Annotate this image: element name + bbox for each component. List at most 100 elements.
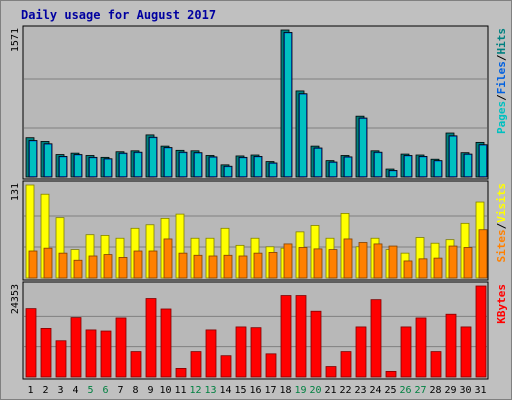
x-axis-day-label: 23 — [354, 385, 366, 396]
bar-sites — [103, 254, 113, 279]
bar-pages — [315, 148, 321, 176]
bar-sites — [223, 254, 233, 279]
bar-kbytes — [190, 351, 202, 378]
x-axis-day-label: 9 — [147, 385, 153, 396]
bar-kbytes — [400, 326, 412, 378]
x-axis-day-label: 20 — [309, 385, 321, 396]
legend-item: / — [495, 94, 508, 101]
x-axis-day-label: 7 — [117, 385, 123, 396]
bar-pages — [270, 163, 276, 176]
x-axis-day-label: 17 — [264, 385, 276, 396]
bar-pages — [330, 163, 336, 176]
chart-title: Daily usage for August 2017 — [21, 8, 216, 22]
legend-item: / — [495, 54, 508, 61]
bar-sites — [328, 249, 338, 279]
bar-kbytes — [160, 308, 172, 378]
bar-pages — [120, 154, 126, 176]
x-axis-day-label: 22 — [339, 385, 351, 396]
bar-sites — [193, 254, 203, 279]
bar-pages — [465, 155, 471, 176]
x-axis-day-label: 18 — [279, 385, 291, 396]
x-axis-day-label: 21 — [324, 385, 336, 396]
x-axis-day-label: 3 — [57, 385, 63, 396]
legend-item: KBytes — [495, 284, 508, 324]
bar-pages — [240, 158, 246, 176]
x-axis-day-label: 28 — [429, 385, 441, 396]
y-axis-max-label: 1571 — [10, 28, 21, 52]
x-axis-day-label: 31 — [474, 385, 486, 396]
bar-sites — [28, 250, 38, 279]
x-axis-day-label: 29 — [444, 385, 456, 396]
bar-kbytes — [385, 370, 397, 378]
x-axis-day-label: 16 — [249, 385, 261, 396]
bar-kbytes — [175, 368, 187, 378]
bar-kbytes — [355, 326, 367, 378]
bar-pages — [90, 158, 96, 176]
bar-kbytes — [235, 326, 247, 378]
x-axis-day-label: 4 — [72, 385, 78, 396]
legend-bottom: KBytes — [495, 284, 508, 324]
bar-pages — [30, 141, 36, 176]
bar-sites — [373, 243, 383, 279]
x-axis-day-label: 8 — [132, 385, 138, 396]
bar-kbytes — [475, 285, 487, 378]
y-axis-max-label: 131 — [10, 183, 21, 201]
bar-pages — [450, 136, 456, 176]
bar-sites — [463, 247, 473, 279]
bar-sites — [43, 247, 53, 279]
bar-kbytes — [280, 295, 292, 378]
bar-pages — [405, 156, 411, 176]
bar-kbytes — [40, 328, 52, 378]
bar-pages — [105, 159, 111, 176]
x-axis-day-label: 14 — [219, 385, 231, 396]
bar-kbytes — [220, 355, 232, 378]
bar-pages — [420, 157, 426, 176]
bar-pages — [75, 155, 81, 176]
x-axis-day-label: 30 — [459, 385, 471, 396]
bar-kbytes — [415, 317, 427, 378]
bar-pages — [360, 119, 366, 176]
bar-kbytes — [430, 351, 442, 378]
bar-sites — [178, 252, 188, 279]
bar-pages — [150, 138, 156, 176]
bar-kbytes — [55, 340, 67, 378]
x-axis-day-label: 2 — [42, 385, 48, 396]
x-axis-day-label: 6 — [102, 385, 108, 396]
bar-sites — [403, 260, 413, 279]
bar-sites — [58, 252, 68, 279]
x-axis-day-label: 13 — [204, 385, 216, 396]
legend-top: Pages/Files/Hits — [495, 28, 508, 134]
bar-pages — [390, 171, 396, 176]
bar-kbytes — [325, 366, 337, 378]
bar-kbytes — [70, 317, 82, 378]
bar-sites — [238, 255, 248, 279]
bar-sites — [148, 250, 158, 279]
bar-pages — [285, 33, 291, 176]
bar-kbytes — [85, 329, 97, 378]
bar-sites — [73, 259, 83, 279]
x-axis-day-label: 11 — [174, 385, 186, 396]
bar-pages — [300, 94, 306, 176]
x-axis-day-label: 15 — [234, 385, 246, 396]
bar-kbytes — [265, 353, 277, 378]
bar-pages — [345, 157, 351, 176]
x-axis-day-label: 12 — [189, 385, 201, 396]
bar-sites — [208, 255, 218, 279]
bar-kbytes — [310, 310, 322, 378]
y-axis-max-label: 24353 — [10, 284, 21, 314]
bar-kbytes — [145, 298, 157, 378]
legend-item: / — [495, 222, 508, 229]
bar-sites — [298, 247, 308, 279]
bar-sites — [478, 229, 488, 279]
bar-kbytes — [115, 317, 127, 378]
legend-middle: Sites/Visits — [495, 183, 508, 263]
legend-item: Visits — [495, 183, 508, 223]
bar-pages — [375, 153, 381, 176]
x-axis-day-label: 1 — [27, 385, 33, 396]
bar-sites — [88, 255, 98, 279]
bar-sites — [313, 248, 323, 279]
bar-sites — [268, 252, 278, 279]
bar-pages — [255, 157, 261, 176]
bar-kbytes — [205, 329, 217, 378]
